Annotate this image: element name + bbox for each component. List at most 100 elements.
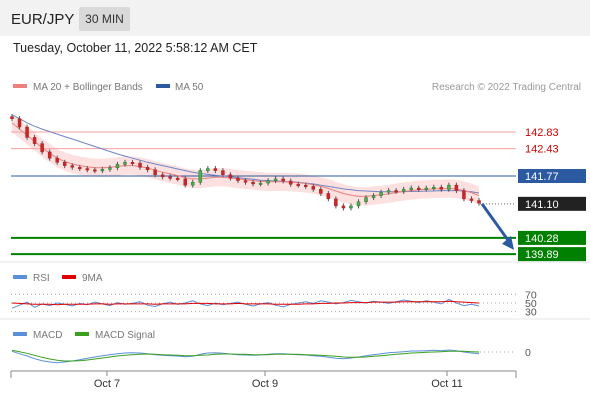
candle-body — [258, 182, 263, 185]
candle-body — [251, 181, 255, 185]
x-axis: Oct 7 Oct 9 Oct 11 — [10, 370, 517, 390]
candle-body — [477, 200, 481, 204]
level-label: 70 — [525, 289, 537, 301]
candle-body — [356, 201, 361, 207]
candle-body — [123, 162, 127, 165]
ma20-legend-swatch — [13, 84, 27, 88]
candle-body — [47, 151, 52, 159]
last-price-tag — [518, 196, 586, 211]
candle-body — [266, 180, 270, 184]
candle-body — [281, 178, 285, 182]
level-label: 30 — [525, 307, 537, 319]
candle-body — [145, 167, 150, 171]
indicator-line — [11, 349, 480, 362]
candle-body — [319, 189, 323, 194]
candle-body — [153, 169, 157, 176]
candle-body — [364, 197, 368, 203]
candle-body — [70, 165, 75, 168]
macd-pane: 0 — [11, 347, 531, 364]
level-label: 50 — [525, 298, 537, 310]
x-tick-label: Oct 7 — [94, 378, 120, 390]
rsi-legend: RSI 9MA — [13, 273, 103, 284]
candle-body — [469, 198, 474, 201]
candle-body — [447, 184, 451, 190]
candle-body — [183, 178, 187, 186]
candle-body — [138, 162, 142, 168]
last-price-label: 141.10 — [525, 199, 559, 211]
rsi-legend-label: RSI — [33, 273, 50, 284]
support-tag — [518, 247, 586, 262]
candle-body — [228, 174, 233, 179]
rsi-ma-legend-swatch — [62, 275, 76, 279]
candle-body — [288, 180, 293, 185]
symbol-title: EUR/JPY — [11, 11, 75, 28]
macd-signal-legend-swatch — [75, 332, 89, 336]
pivot-tag — [518, 169, 586, 184]
candle-body — [326, 193, 331, 200]
resistance-label: 142.83 — [525, 127, 559, 139]
macd-legend-label: MACD — [33, 330, 62, 341]
candle-body — [85, 168, 90, 171]
candle-body — [386, 190, 391, 193]
candle-body — [78, 167, 82, 170]
support-label: 140.28 — [525, 233, 559, 245]
candle-body — [32, 137, 37, 144]
candle-body — [311, 186, 316, 190]
candle-body — [17, 118, 22, 128]
candle-body — [273, 178, 278, 181]
candle-body — [191, 181, 195, 186]
candle-body — [198, 170, 203, 183]
indicator-line — [11, 300, 480, 306]
candle-body — [334, 198, 338, 207]
candle-body — [160, 174, 165, 178]
candle-body — [62, 162, 67, 166]
timestamp: Tuesday, October 11, 2022 5:58:12 AM CET — [13, 41, 258, 55]
resistance-label: 142.43 — [525, 144, 559, 156]
forecast-arrow-shaft — [480, 202, 512, 244]
candle-body — [168, 176, 172, 179]
candle-body — [206, 168, 210, 171]
candle-body — [40, 143, 44, 153]
ma50-legend-swatch — [156, 84, 170, 88]
price-pane: 142.83 142.43 141.77 141.10 140.28 139.89 — [10, 113, 586, 262]
x-tick-label: Oct 11 — [431, 378, 463, 390]
bollinger-band — [12, 113, 479, 206]
candle-body — [432, 186, 436, 189]
rsi-legend-swatch — [13, 275, 27, 279]
level-label: 0 — [525, 347, 531, 359]
support-label: 139.89 — [525, 249, 559, 261]
candle-body — [213, 168, 218, 171]
interval-button[interactable]: 30 MIN — [79, 7, 130, 31]
candle-body — [93, 169, 97, 172]
candle-body — [462, 190, 466, 200]
candle-body — [243, 180, 248, 183]
candle-body — [409, 187, 413, 190]
candle-body — [401, 189, 406, 192]
candle-body — [341, 205, 346, 209]
credit-text: Research © 2022 Trading Central — [432, 82, 581, 93]
price-legend: MA 20 + Bollinger Bands MA 50 Research ©… — [13, 82, 581, 93]
candle-body — [221, 170, 225, 176]
pivot-label: 141.77 — [525, 171, 559, 183]
candle-body — [304, 184, 308, 187]
candle-body — [371, 195, 376, 198]
candle-body — [115, 164, 120, 168]
candle-body — [296, 184, 300, 187]
candle-body — [439, 186, 444, 190]
forecast-arrow-head — [502, 235, 514, 250]
header-bar: EUR/JPY 30 MIN — [0, 0, 590, 36]
candle-body — [416, 187, 421, 190]
candle-body — [379, 191, 383, 196]
candle-body — [108, 167, 112, 170]
candle-body — [175, 177, 180, 180]
ma50-legend-label: MA 50 — [175, 82, 204, 93]
candle-body — [349, 205, 353, 209]
candle-body — [236, 177, 240, 181]
candle-body — [25, 126, 29, 138]
candle-body — [10, 116, 14, 119]
macd-legend-swatch — [13, 332, 27, 336]
indicator-line — [11, 349, 480, 364]
